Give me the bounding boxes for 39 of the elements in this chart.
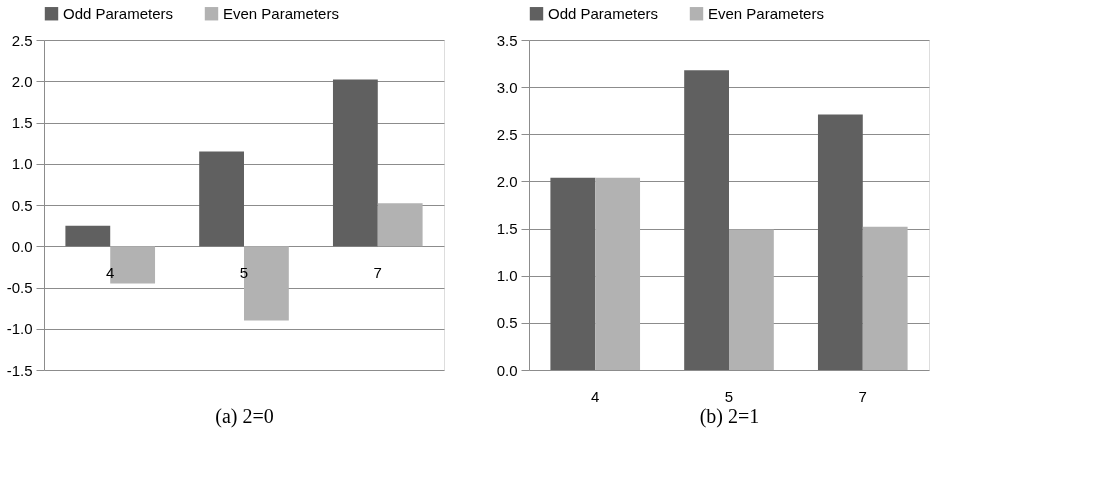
bar xyxy=(377,203,423,247)
x-tick-label: 5 xyxy=(724,388,734,405)
y-tick-label: 2.5 xyxy=(496,125,518,143)
x-axis-title: (a) 2=0 xyxy=(215,404,274,428)
y-tick-label: -1.5 xyxy=(6,361,33,379)
bar xyxy=(199,151,244,247)
y-tick-label: 2.0 xyxy=(496,172,518,190)
y-tick-label: -0.5 xyxy=(6,279,33,296)
y-tick-label: -1.0 xyxy=(6,320,33,338)
y-tick-label: 3.5 xyxy=(496,31,518,49)
x-tick-label: 7 xyxy=(858,388,867,405)
bar xyxy=(550,177,596,370)
legend-label: Even Parameters xyxy=(708,4,824,22)
bar xyxy=(862,226,908,370)
y-tick-label: 2.0 xyxy=(11,72,33,90)
x-axis-title: (b) 2=1 xyxy=(699,404,760,428)
x-tick-label: 4 xyxy=(106,264,115,282)
y-tick-label: 0.5 xyxy=(496,314,518,332)
legend-label: Odd Parameters xyxy=(63,4,174,22)
bar xyxy=(729,229,774,370)
x-tick-label: 7 xyxy=(373,264,382,282)
y-tick-label: 2.5 xyxy=(11,31,33,49)
bar xyxy=(684,70,729,370)
y-tick-label: 0.5 xyxy=(11,196,33,214)
bar xyxy=(332,79,378,247)
legend-label: Even Parameters xyxy=(223,4,339,22)
y-tick-label: 1.5 xyxy=(11,114,33,131)
y-tick-label: 1.0 xyxy=(11,155,33,173)
legend-label: Odd Parameters xyxy=(548,4,659,22)
bar xyxy=(65,225,111,247)
y-tick-label: 1.5 xyxy=(496,220,518,238)
y-tick-label: 3.0 xyxy=(496,78,518,96)
y-tick-label: 0.0 xyxy=(496,361,518,379)
bar xyxy=(817,114,863,370)
y-tick-label: 0.0 xyxy=(11,237,33,255)
x-tick-label: 4 xyxy=(591,388,600,405)
bar xyxy=(595,177,641,370)
x-tick-label: 5 xyxy=(239,264,249,282)
y-tick-label: 1.0 xyxy=(496,267,518,285)
